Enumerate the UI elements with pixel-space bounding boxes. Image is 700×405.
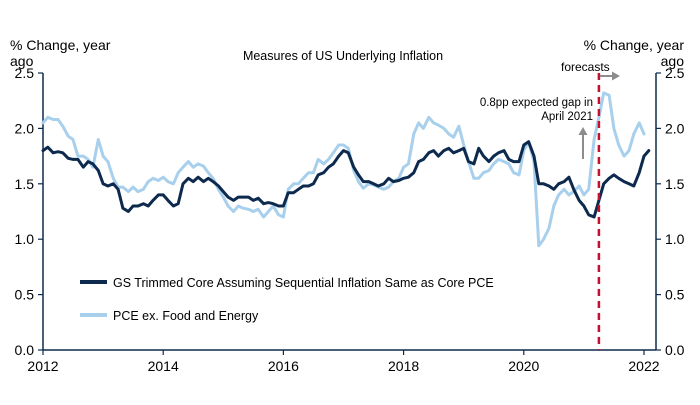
right-y-tick-label: 1.5: [665, 176, 685, 192]
series-line-gs-trimmed-core: [41, 140, 651, 219]
right-y-tick-label: 2.0: [665, 120, 685, 136]
gap-annotation-line-1: 0.8pp expected gap in: [480, 97, 593, 109]
chart-title: Measures of US Underlying Inflation: [243, 49, 443, 63]
left-y-ticks: 0.0 0.5 1.0 1.5 2.0 2.5: [15, 65, 43, 358]
left-y-tick-label: 0.5: [15, 287, 35, 303]
right-axis-label-line-2: ago: [661, 53, 685, 69]
left-y-tick-label: 2.0: [15, 120, 35, 136]
legend-label-gs-trimmed-core: GS Trimmed Core Assuming Sequential Infl…: [113, 276, 494, 290]
left-axis-label-line-1: % Change, year: [10, 37, 111, 53]
series-line-pce-ex-food-energy: [41, 91, 646, 248]
x-tick-label: 2020: [508, 358, 539, 374]
forecast-arrow: [600, 71, 620, 81]
right-y-tick-label: 1.0: [665, 231, 685, 247]
left-y-tick-label: 1.5: [15, 176, 35, 192]
x-tick-label: 2016: [268, 358, 299, 374]
x-tick-label: 2014: [148, 358, 179, 374]
forecasts-label: forecasts: [561, 60, 610, 74]
right-y-tick-label: 0.0: [665, 342, 685, 358]
left-axis-label-line-2: ago: [10, 53, 34, 69]
legend-label-pce-ex-food-energy: PCE ex. Food and Energy: [113, 309, 259, 323]
gap-annotation-arrow: [578, 127, 588, 159]
legend: GS Trimmed Core Assuming Sequential Infl…: [80, 276, 494, 323]
right-axis-label-line-1: % Change, year: [584, 37, 685, 53]
right-y-tick-label: 0.5: [665, 287, 685, 303]
right-y-tick-label: 2.5: [665, 65, 685, 81]
gap-annotation-line-2: April 2021: [541, 111, 593, 123]
x-tick-label: 2022: [628, 358, 659, 374]
x-tick-label: 2012: [27, 358, 58, 374]
right-y-ticks: 0.0 0.5 1.0 1.5 2.0 2.5: [656, 65, 685, 358]
left-y-tick-label: 2.5: [15, 65, 35, 81]
x-ticks: 2012 2014 2016 2018 2020 2022: [27, 350, 660, 374]
left-y-tick-label: 1.0: [15, 231, 35, 247]
left-y-tick-label: 0.0: [15, 342, 35, 358]
x-tick-label: 2018: [388, 358, 419, 374]
